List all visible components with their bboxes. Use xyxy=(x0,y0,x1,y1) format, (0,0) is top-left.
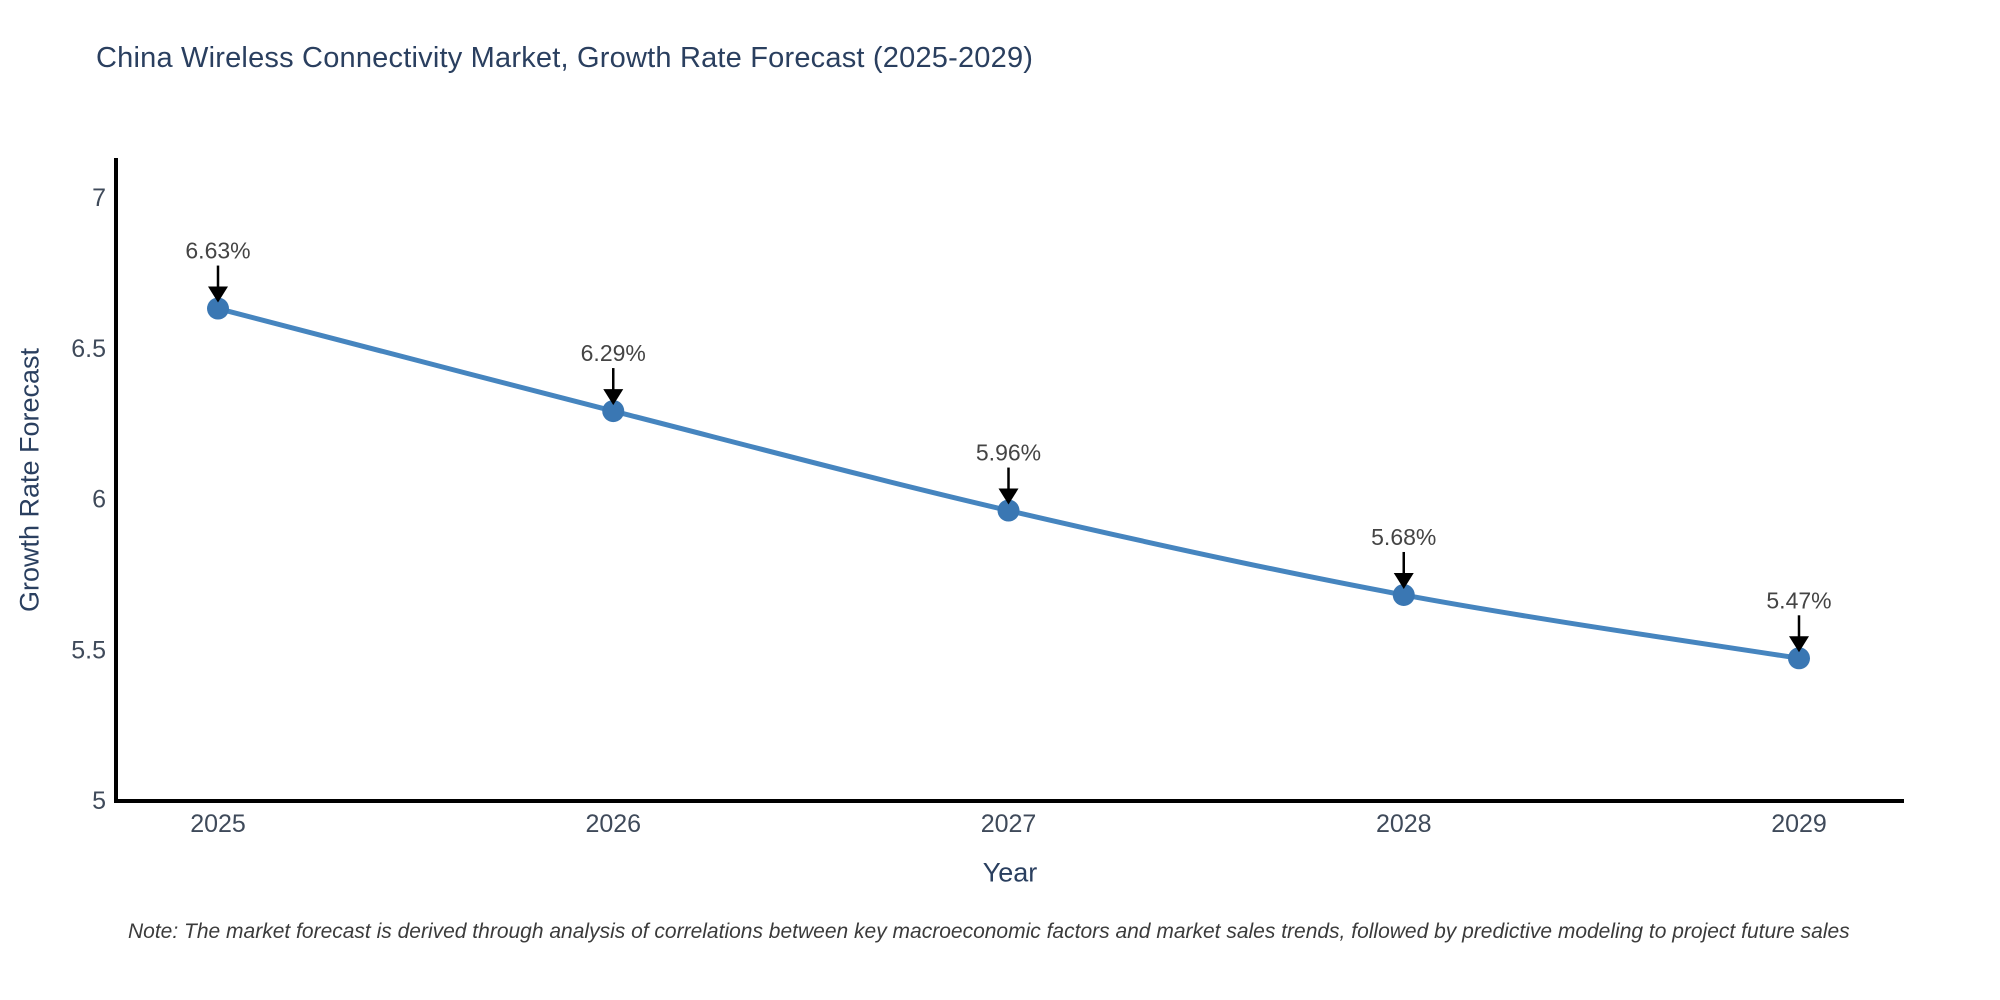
annotation-arrowhead xyxy=(208,286,228,303)
data-point-annotation: 6.63% xyxy=(185,238,250,264)
x-tick-label: 2026 xyxy=(585,810,641,838)
data-point-annotation: 6.29% xyxy=(581,340,646,366)
x-tick-label: 2028 xyxy=(1376,810,1432,838)
data-point-annotation: 5.47% xyxy=(1766,587,1831,613)
annotation-arrowhead xyxy=(1789,636,1809,653)
y-tick-label: 6 xyxy=(92,486,106,514)
data-point-annotation: 5.96% xyxy=(976,440,1041,466)
y-tick-label: 7 xyxy=(92,184,106,212)
annotation-arrowhead xyxy=(603,389,624,406)
data-point-annotation: 5.68% xyxy=(1371,524,1436,550)
x-tick-label: 2025 xyxy=(190,810,246,838)
data-point xyxy=(997,499,1020,522)
data-point xyxy=(1392,583,1415,606)
data-point xyxy=(1788,647,1810,670)
x-axis-title: Year xyxy=(982,857,1038,888)
x-tick-label: 2027 xyxy=(981,810,1037,838)
annotation-arrowhead xyxy=(998,488,1019,505)
data-point xyxy=(602,400,625,423)
data-point xyxy=(207,297,229,320)
y-tick-label: 5.5 xyxy=(71,636,106,664)
y-tick-label: 5 xyxy=(92,787,106,815)
annotation-arrowhead xyxy=(1393,572,1414,589)
y-tick-label: 6.5 xyxy=(71,335,106,363)
x-tick-label: 2029 xyxy=(1771,810,1827,838)
chart-title: China Wireless Connectivity Market, Grow… xyxy=(96,42,1034,74)
footnote: Note: The market forecast is derived thr… xyxy=(128,920,1850,943)
